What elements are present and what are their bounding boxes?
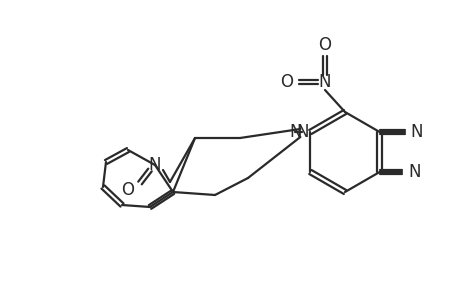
Text: N: N: [288, 123, 301, 141]
Text: N: N: [409, 123, 422, 141]
Text: O: O: [318, 36, 331, 54]
Text: N: N: [318, 73, 330, 91]
Text: N: N: [408, 163, 420, 181]
Text: N: N: [148, 156, 161, 174]
Text: O: O: [280, 73, 293, 91]
Text: O: O: [121, 181, 134, 199]
Text: N: N: [296, 123, 308, 141]
